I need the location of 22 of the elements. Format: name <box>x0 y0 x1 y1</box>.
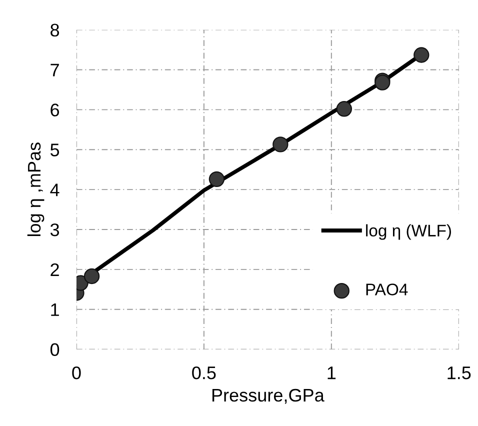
y-tick-label: 5 <box>50 144 60 156</box>
point <box>208 171 225 188</box>
x-tick-label: 1 <box>328 366 336 380</box>
y-axis-title: log η ,mPas <box>27 142 44 236</box>
x-tick-label: 1.5 <box>448 366 471 380</box>
point <box>84 268 100 284</box>
x-tick-label: 0 <box>72 366 81 380</box>
y-tick-label: 2 <box>50 263 59 276</box>
legend-label: log η (WLF) <box>366 224 451 240</box>
y-tick-label: 0 <box>50 343 60 356</box>
y-tick-label: 3 <box>50 223 60 236</box>
y-tick-label: 1 <box>51 304 59 316</box>
y-tick-label: 7 <box>50 64 59 76</box>
x-axis-title: Pressure,GPa <box>212 388 324 404</box>
y-tick-label: 8 <box>50 24 60 37</box>
legend-label: PAO4 <box>366 284 408 296</box>
point <box>272 136 288 152</box>
y-tick-label: 6 <box>50 104 60 116</box>
x-tick-label: 0.5 <box>192 366 216 380</box>
y-tick-label: 4 <box>50 184 60 196</box>
point <box>414 47 430 63</box>
point <box>336 101 352 117</box>
